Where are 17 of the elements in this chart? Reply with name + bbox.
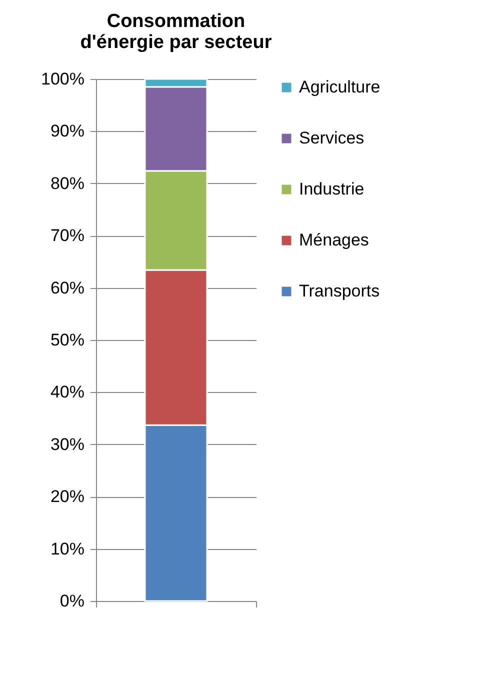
y-tick-label: 50%: [50, 330, 84, 350]
y-tick-label: 70%: [50, 226, 84, 246]
y-tick-label: 80%: [50, 174, 84, 193]
y-tick-label: 90%: [50, 122, 84, 141]
legend-label: Transports: [299, 282, 380, 300]
y-tick-label: 10%: [50, 539, 84, 558]
legend-label: Ménages: [299, 230, 369, 250]
y-tick-label: 20%: [50, 487, 84, 506]
y-tick-label: 40%: [50, 382, 84, 402]
legend-label: Industrie: [299, 180, 364, 198]
chart-title: Consommation d'énergie par secteur: [80, 11, 272, 53]
y-tick-label: 60%: [50, 278, 84, 298]
y-tick-label: 0%: [60, 592, 84, 610]
legend-label: Services: [299, 128, 364, 148]
y-tick-label: 100%: [41, 70, 84, 88]
y-tick-label: 30%: [50, 434, 84, 454]
legend-label: Agriculture: [299, 78, 380, 96]
